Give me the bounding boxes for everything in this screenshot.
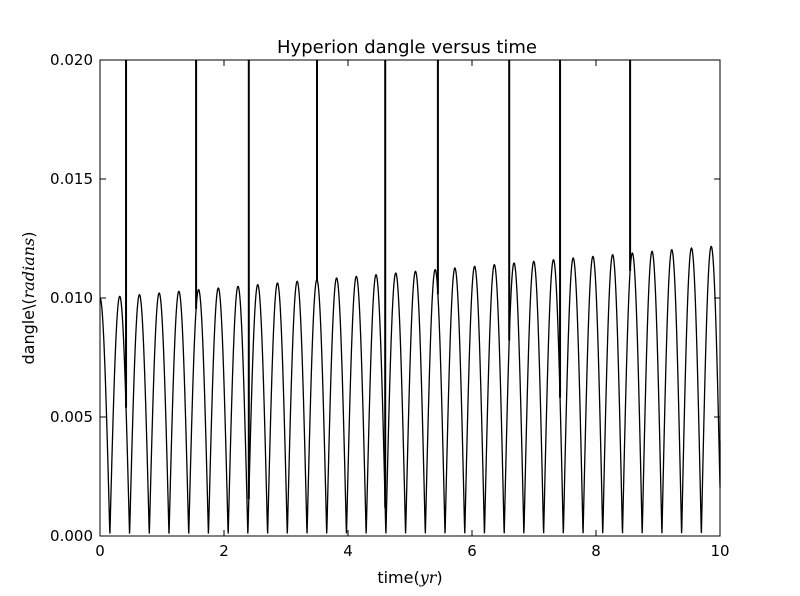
y-axis-label-math: radians (19, 238, 38, 299)
y-tick-label: 0.005 (50, 408, 93, 426)
series-line-dangle (99, 245, 721, 534)
y-axis-label-prefix: dangle\( (19, 298, 38, 364)
plot-area (99, 60, 721, 534)
y-tick-label: 0.020 (50, 51, 93, 69)
chart-title: Hyperion dangle versus time (277, 37, 537, 58)
y-axis-ticks: 0.000 0.005 0.010 0.015 0.020 (50, 51, 720, 545)
y-axis-label-suffix: ) (19, 231, 38, 237)
x-axis-label: time(yr) (377, 568, 442, 587)
x-tick-label: 4 (343, 542, 353, 560)
x-axis-label-suffix: ) (436, 568, 442, 587)
y-tick-label: 0.010 (50, 289, 93, 307)
x-axis-ticks: 0 2 4 6 8 10 (95, 60, 730, 560)
y-tick-label: 0.000 (50, 527, 93, 545)
x-axis-label-math: yr (419, 568, 438, 587)
x-tick-label: 6 (467, 542, 477, 560)
x-axis-label-prefix: time( (377, 568, 419, 587)
x-tick-label: 8 (591, 542, 601, 560)
x-tick-label: 10 (710, 542, 729, 560)
x-tick-label: 2 (219, 542, 229, 560)
y-tick-label: 0.015 (50, 170, 93, 188)
y-axis-label: dangle\(radians) (19, 231, 38, 364)
x-tick-label: 0 (95, 542, 105, 560)
spike-group (125, 60, 632, 508)
